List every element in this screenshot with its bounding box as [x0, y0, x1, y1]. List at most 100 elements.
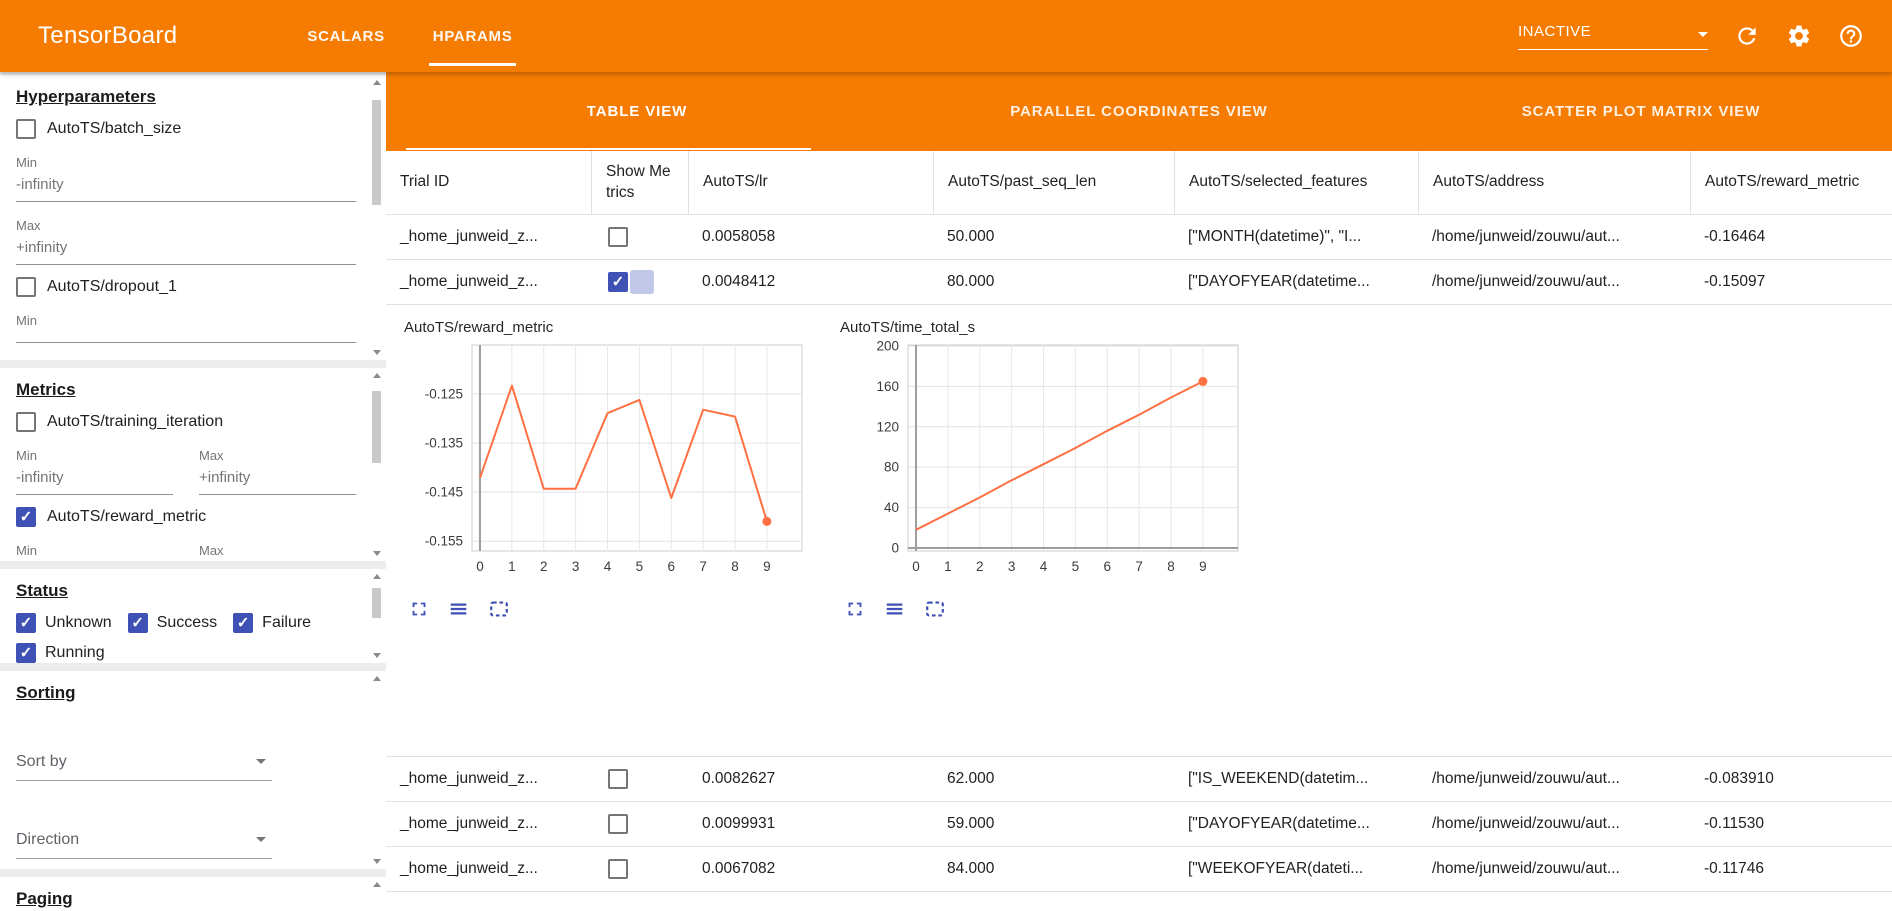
show-metrics-checkbox[interactable]	[608, 227, 628, 247]
failure-checkbox[interactable]	[233, 613, 254, 633]
session-metrics-panel: AutoTS/reward_metric -0.125 -0.135 -0.145-…	[386, 305, 1892, 757]
training-iteration-checkbox[interactable]	[16, 412, 36, 432]
hparam-item-batch-size: AutoTS/batch_size	[16, 119, 356, 139]
table-row: _home_junweid_z... 0.0067082 84.000 ["WE…	[386, 847, 1892, 892]
status-item-failure: Failure	[233, 613, 311, 633]
scroll-up-arrow-icon[interactable]	[373, 882, 381, 887]
section-scrollbar	[371, 676, 383, 864]
svg-text:120: 120	[876, 419, 899, 434]
fullscreen-icon[interactable]	[844, 598, 866, 620]
selected-features-cell: ["MONTH(datetime)", "I...	[1188, 228, 1362, 245]
scrollbar-thumb[interactable]	[372, 391, 381, 463]
tab-parallel-coordinates-view[interactable]: PARALLEL COORDINATES VIEW	[1010, 103, 1268, 120]
past-seq-len-cell: 59.000	[947, 815, 995, 832]
reward-metric-chart: AutoTS/reward_metric -0.125 -0.135 -0.145-…	[402, 317, 826, 756]
min-label: Min	[16, 448, 37, 463]
status-label: Success	[156, 614, 218, 631]
show-metrics-checkbox[interactable]	[608, 814, 628, 834]
scrollbar-thumb[interactable]	[372, 100, 381, 205]
reward-metric-line-chart: -0.125 -0.135 -0.145 -0.155 0 1 2 3 4 5 6 7 8 9	[402, 339, 826, 588]
svg-text:160: 160	[876, 379, 899, 394]
batch-size-min-input[interactable]: -infinity	[16, 170, 356, 202]
reward-metric-cell: -0.11530	[1704, 815, 1765, 832]
dropout-1-min-input[interactable]	[16, 328, 356, 343]
trial-id-cell: _home_junweid_z...	[400, 228, 538, 245]
scroll-up-arrow-icon[interactable]	[373, 676, 381, 681]
sidebar: Hyperparameters AutoTS/batch_size Min -i…	[0, 72, 386, 911]
col-lr: AutoTS/lr	[688, 151, 933, 214]
header-actions: INACTIVE	[1518, 23, 1864, 50]
sessions-table: Trial ID Show Metrics AutoTS/lr AutoTS/p…	[386, 151, 1892, 892]
reward-metric-max-input[interactable]	[199, 558, 356, 561]
svg-text:1: 1	[944, 559, 952, 574]
hparam-label: AutoTS/batch_size	[47, 120, 182, 137]
scroll-up-arrow-icon[interactable]	[373, 373, 381, 378]
batch-size-checkbox[interactable]	[16, 119, 36, 139]
col-address: AutoTS/address	[1418, 151, 1690, 214]
tab-table-view[interactable]: TABLE VIEW	[386, 72, 888, 151]
trial-id-cell: _home_junweid_z...	[400, 860, 538, 877]
metric-label: AutoTS/training_iteration	[47, 413, 224, 430]
show-metrics-checkbox[interactable]	[608, 272, 628, 292]
max-label: Max	[199, 543, 224, 558]
fit-domain-icon[interactable]	[488, 598, 510, 620]
svg-text:0: 0	[476, 559, 484, 574]
help-icon[interactable]	[1838, 23, 1864, 49]
tab-scatter-plot-matrix-view[interactable]: SCATTER PLOT MATRIX VIEW	[1521, 103, 1761, 120]
success-checkbox[interactable]	[127, 613, 148, 633]
svg-text:4: 4	[1040, 559, 1048, 574]
status-item-success: Success	[127, 613, 218, 633]
tab-hparams[interactable]: HPARAMS	[409, 0, 537, 72]
col-selected-features: AutoTS/selected_features	[1174, 151, 1418, 214]
fullscreen-icon[interactable]	[408, 598, 430, 620]
fit-domain-icon[interactable]	[924, 598, 946, 620]
svg-text:5: 5	[1072, 559, 1080, 574]
chart-title: AutoTS/time_total_s	[840, 319, 976, 336]
past-seq-len-cell: 50.000	[947, 228, 995, 245]
scroll-down-arrow-icon[interactable]	[373, 551, 381, 556]
sidebar-section-status: Status Unknown Success Failure Running	[0, 569, 386, 663]
scroll-up-arrow-icon[interactable]	[373, 80, 381, 85]
refresh-icon[interactable]	[1734, 23, 1760, 49]
chevron-down-icon	[256, 759, 266, 764]
past-seq-len-cell: 80.000	[947, 273, 995, 290]
show-metrics-cell	[591, 802, 688, 846]
sort-by-select[interactable]: Sort by	[16, 749, 272, 781]
reward-metric-min-input[interactable]	[16, 558, 173, 561]
tab-scalars[interactable]: SCALARS	[307, 27, 385, 45]
list-icon[interactable]	[884, 598, 906, 620]
sidebar-section-hyperparameters: Hyperparameters AutoTS/batch_size Min -i…	[0, 75, 386, 360]
scrollbar-thumb[interactable]	[372, 588, 381, 618]
address-cell: /home/junweid/zouwu/aut...	[1432, 860, 1620, 877]
section-scrollbar	[371, 574, 383, 658]
batch-size-max-input[interactable]: +infinity	[16, 233, 356, 265]
unknown-checkbox[interactable]	[16, 613, 36, 633]
run-status-select[interactable]: INACTIVE	[1518, 23, 1708, 50]
svg-text:8: 8	[1167, 559, 1175, 574]
list-icon[interactable]	[448, 598, 470, 620]
past-seq-len-cell: 62.000	[947, 770, 995, 787]
scroll-up-arrow-icon[interactable]	[373, 574, 381, 579]
scroll-down-arrow-icon[interactable]	[373, 350, 381, 355]
training-iteration-max-input[interactable]: +infinity	[199, 463, 356, 495]
status-label: Running	[45, 644, 105, 661]
show-metrics-checkbox[interactable]	[608, 859, 628, 879]
running-checkbox[interactable]	[16, 643, 36, 663]
col-show-metrics: Show Metrics	[591, 151, 688, 214]
selected-features-cell: ["DAYOFYEAR(datetime...	[1188, 273, 1370, 290]
reward-metric-checkbox[interactable]	[16, 507, 36, 527]
scroll-down-arrow-icon[interactable]	[373, 859, 381, 864]
dropout-1-checkbox[interactable]	[16, 277, 36, 297]
svg-text:0: 0	[891, 540, 899, 555]
trial-id-cell: _home_junweid_z...	[400, 770, 538, 787]
direction-select[interactable]: Direction	[16, 827, 272, 859]
table-header-row: Trial ID Show Metrics AutoTS/lr AutoTS/p…	[386, 151, 1892, 215]
show-metrics-checkbox[interactable]	[608, 769, 628, 789]
svg-text:7: 7	[699, 559, 707, 574]
svg-text:9: 9	[1199, 559, 1207, 574]
status-label: Failure	[262, 614, 312, 631]
checkbox-ripple	[630, 270, 654, 294]
training-iteration-min-input[interactable]: -infinity	[16, 463, 173, 495]
gear-icon[interactable]	[1786, 23, 1812, 49]
scroll-down-arrow-icon[interactable]	[373, 653, 381, 658]
